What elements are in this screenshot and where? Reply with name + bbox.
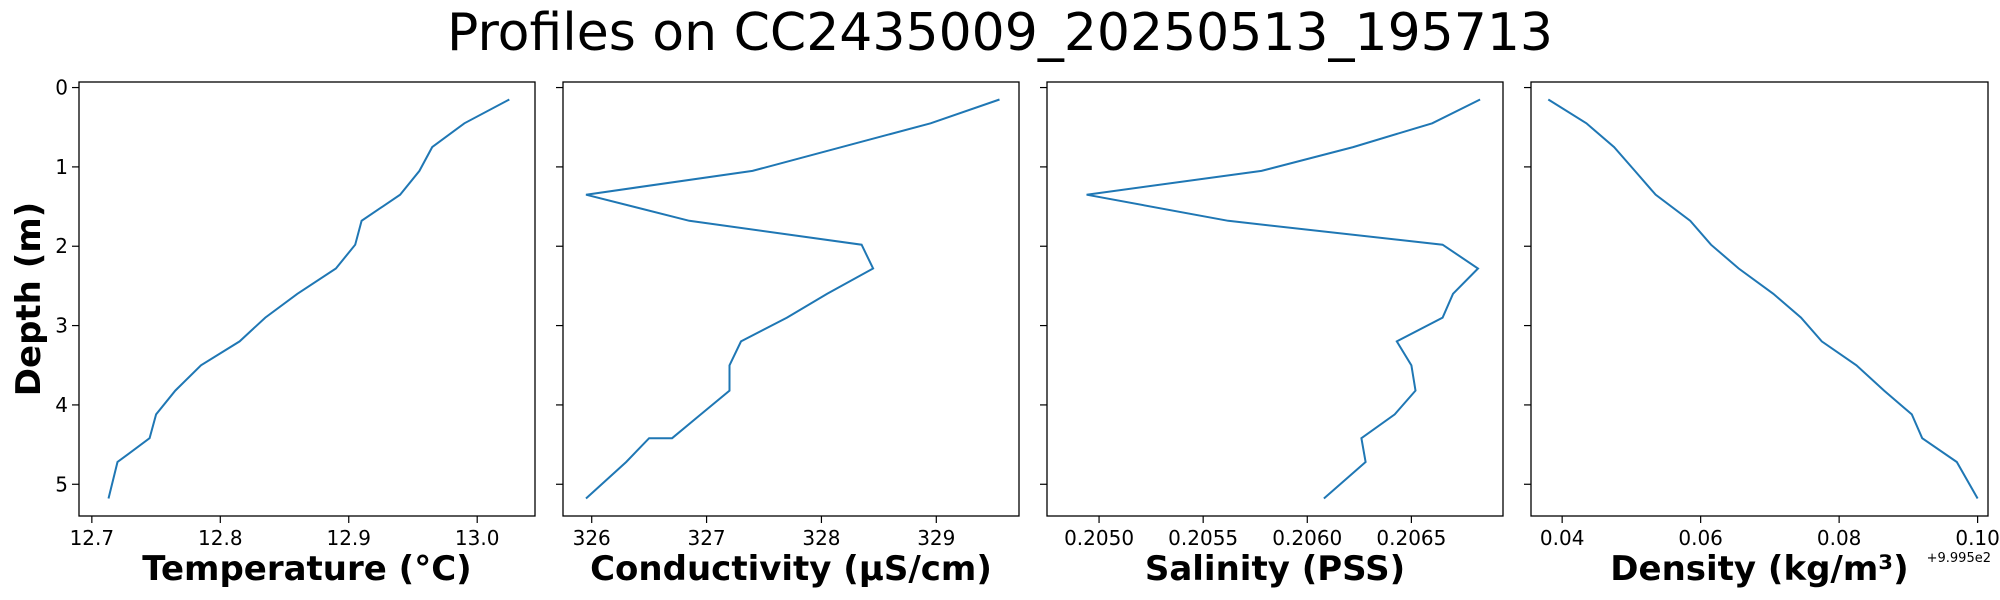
temperature-ytick-label: 4 xyxy=(55,393,68,417)
salinity-xlabel: Salinity (PSS) xyxy=(1145,549,1405,589)
density-profile-line xyxy=(1547,98,1979,499)
temperature-xtick-label: 13.0 xyxy=(455,526,500,550)
chart-title: Profiles on CC2435009_20250513_195713 xyxy=(447,3,1553,63)
density-axes-frame xyxy=(1530,81,1989,517)
conductivity-xtick-label: 329 xyxy=(917,526,955,550)
temperature-ytick-label: 2 xyxy=(55,234,68,258)
density-xlabel: Density (kg/m³) xyxy=(1610,549,1908,589)
conductivity-axes-frame xyxy=(562,81,1020,517)
temperature-xtick-label: 12.7 xyxy=(70,526,115,550)
temperature-profile-line xyxy=(107,98,510,499)
conductivity-xtick-label: 326 xyxy=(573,526,611,550)
salinity-xtick-label: 0.2065 xyxy=(1376,526,1446,550)
temperature-ylabel: Depth (m) xyxy=(9,202,49,396)
conductivity-xtick-label: 328 xyxy=(802,526,840,550)
density-xtick-label: 0.04 xyxy=(1540,526,1585,550)
salinity-axes-frame xyxy=(1046,81,1504,517)
conductivity-xtick-label: 327 xyxy=(687,526,725,550)
salinity-profile-line xyxy=(1086,98,1481,500)
conductivity-xlabel: Conductivity (µS/cm) xyxy=(590,549,992,589)
density-xtick-label: 0.06 xyxy=(1678,526,1723,550)
temperature-ytick-label: 5 xyxy=(55,472,68,496)
temperature-ytick-label: 0 xyxy=(55,76,68,100)
temperature-xtick-label: 12.8 xyxy=(198,526,243,550)
temperature-ytick-label: 3 xyxy=(55,314,68,338)
density-xtick-label: 0.08 xyxy=(1817,526,1862,550)
temperature-ytick-label: 1 xyxy=(55,155,68,179)
panel-density: 0.04 0.06 0.08 0.10 Density (kg/m³) +9.995e2 xyxy=(1524,81,2000,589)
density-xtick-label: 0.10 xyxy=(1955,526,2000,550)
temperature-xlabel: Temperature (°C) xyxy=(142,549,471,589)
salinity-xtick-label: 0.2060 xyxy=(1272,526,1342,550)
temperature-axes-frame xyxy=(78,81,536,517)
conductivity-profile-line xyxy=(585,98,1000,500)
panel-temperature: 12.7 12.8 12.9 13.0 0 1 2 3 4 5 Temperature (°C) De… xyxy=(9,76,536,589)
salinity-xtick-label: 0.2050 xyxy=(1064,526,1134,550)
temperature-xtick-label: 12.9 xyxy=(326,526,371,550)
density-offset-text: +9.995e2 xyxy=(1927,551,1991,566)
salinity-xtick-label: 0.2055 xyxy=(1168,526,1238,550)
